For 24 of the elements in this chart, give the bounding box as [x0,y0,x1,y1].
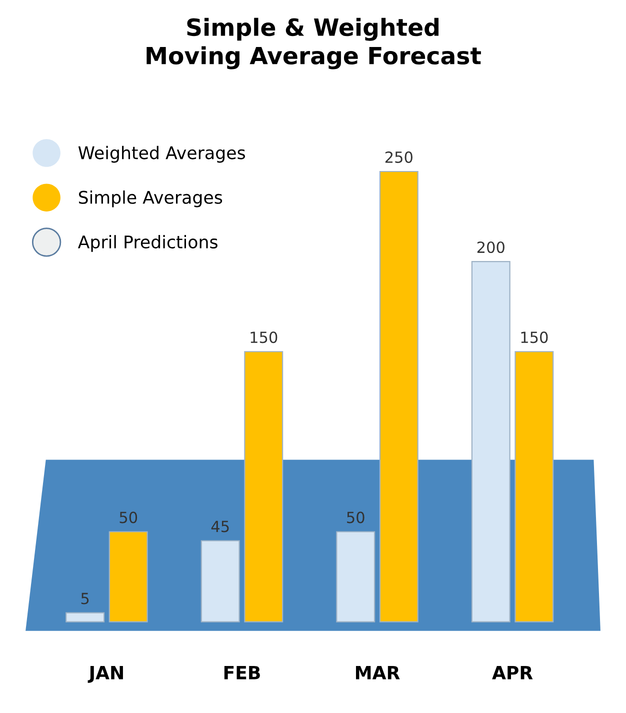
x-tick-label: JAN [88,666,123,683]
legend-label: April Predictions [78,235,218,252]
x-tick-label: MAR [356,666,400,680]
bar [514,351,554,622]
bar [379,170,418,622]
bar [336,531,376,622]
legend-label: Simple Averages [78,190,222,208]
data-label: 250 [385,151,412,163]
data-label: 200 [477,241,504,254]
bar [200,540,240,622]
data-label: 50 [347,512,364,524]
data-label: 5 [81,592,89,604]
bar [108,531,148,622]
x-tick-label: APR [492,666,533,680]
data-label: 150 [250,332,278,344]
data-label: 50 [120,512,138,524]
bar [66,612,105,622]
data-label: 45 [211,520,229,532]
bar [244,351,284,622]
bar [471,261,510,622]
data-label: 150 [521,332,548,344]
chart-title: Simple & Weighted Moving Average Forecast [146,18,481,70]
legend-label: Weighted Averages [78,146,245,163]
x-tick-label: FEB [224,666,260,680]
